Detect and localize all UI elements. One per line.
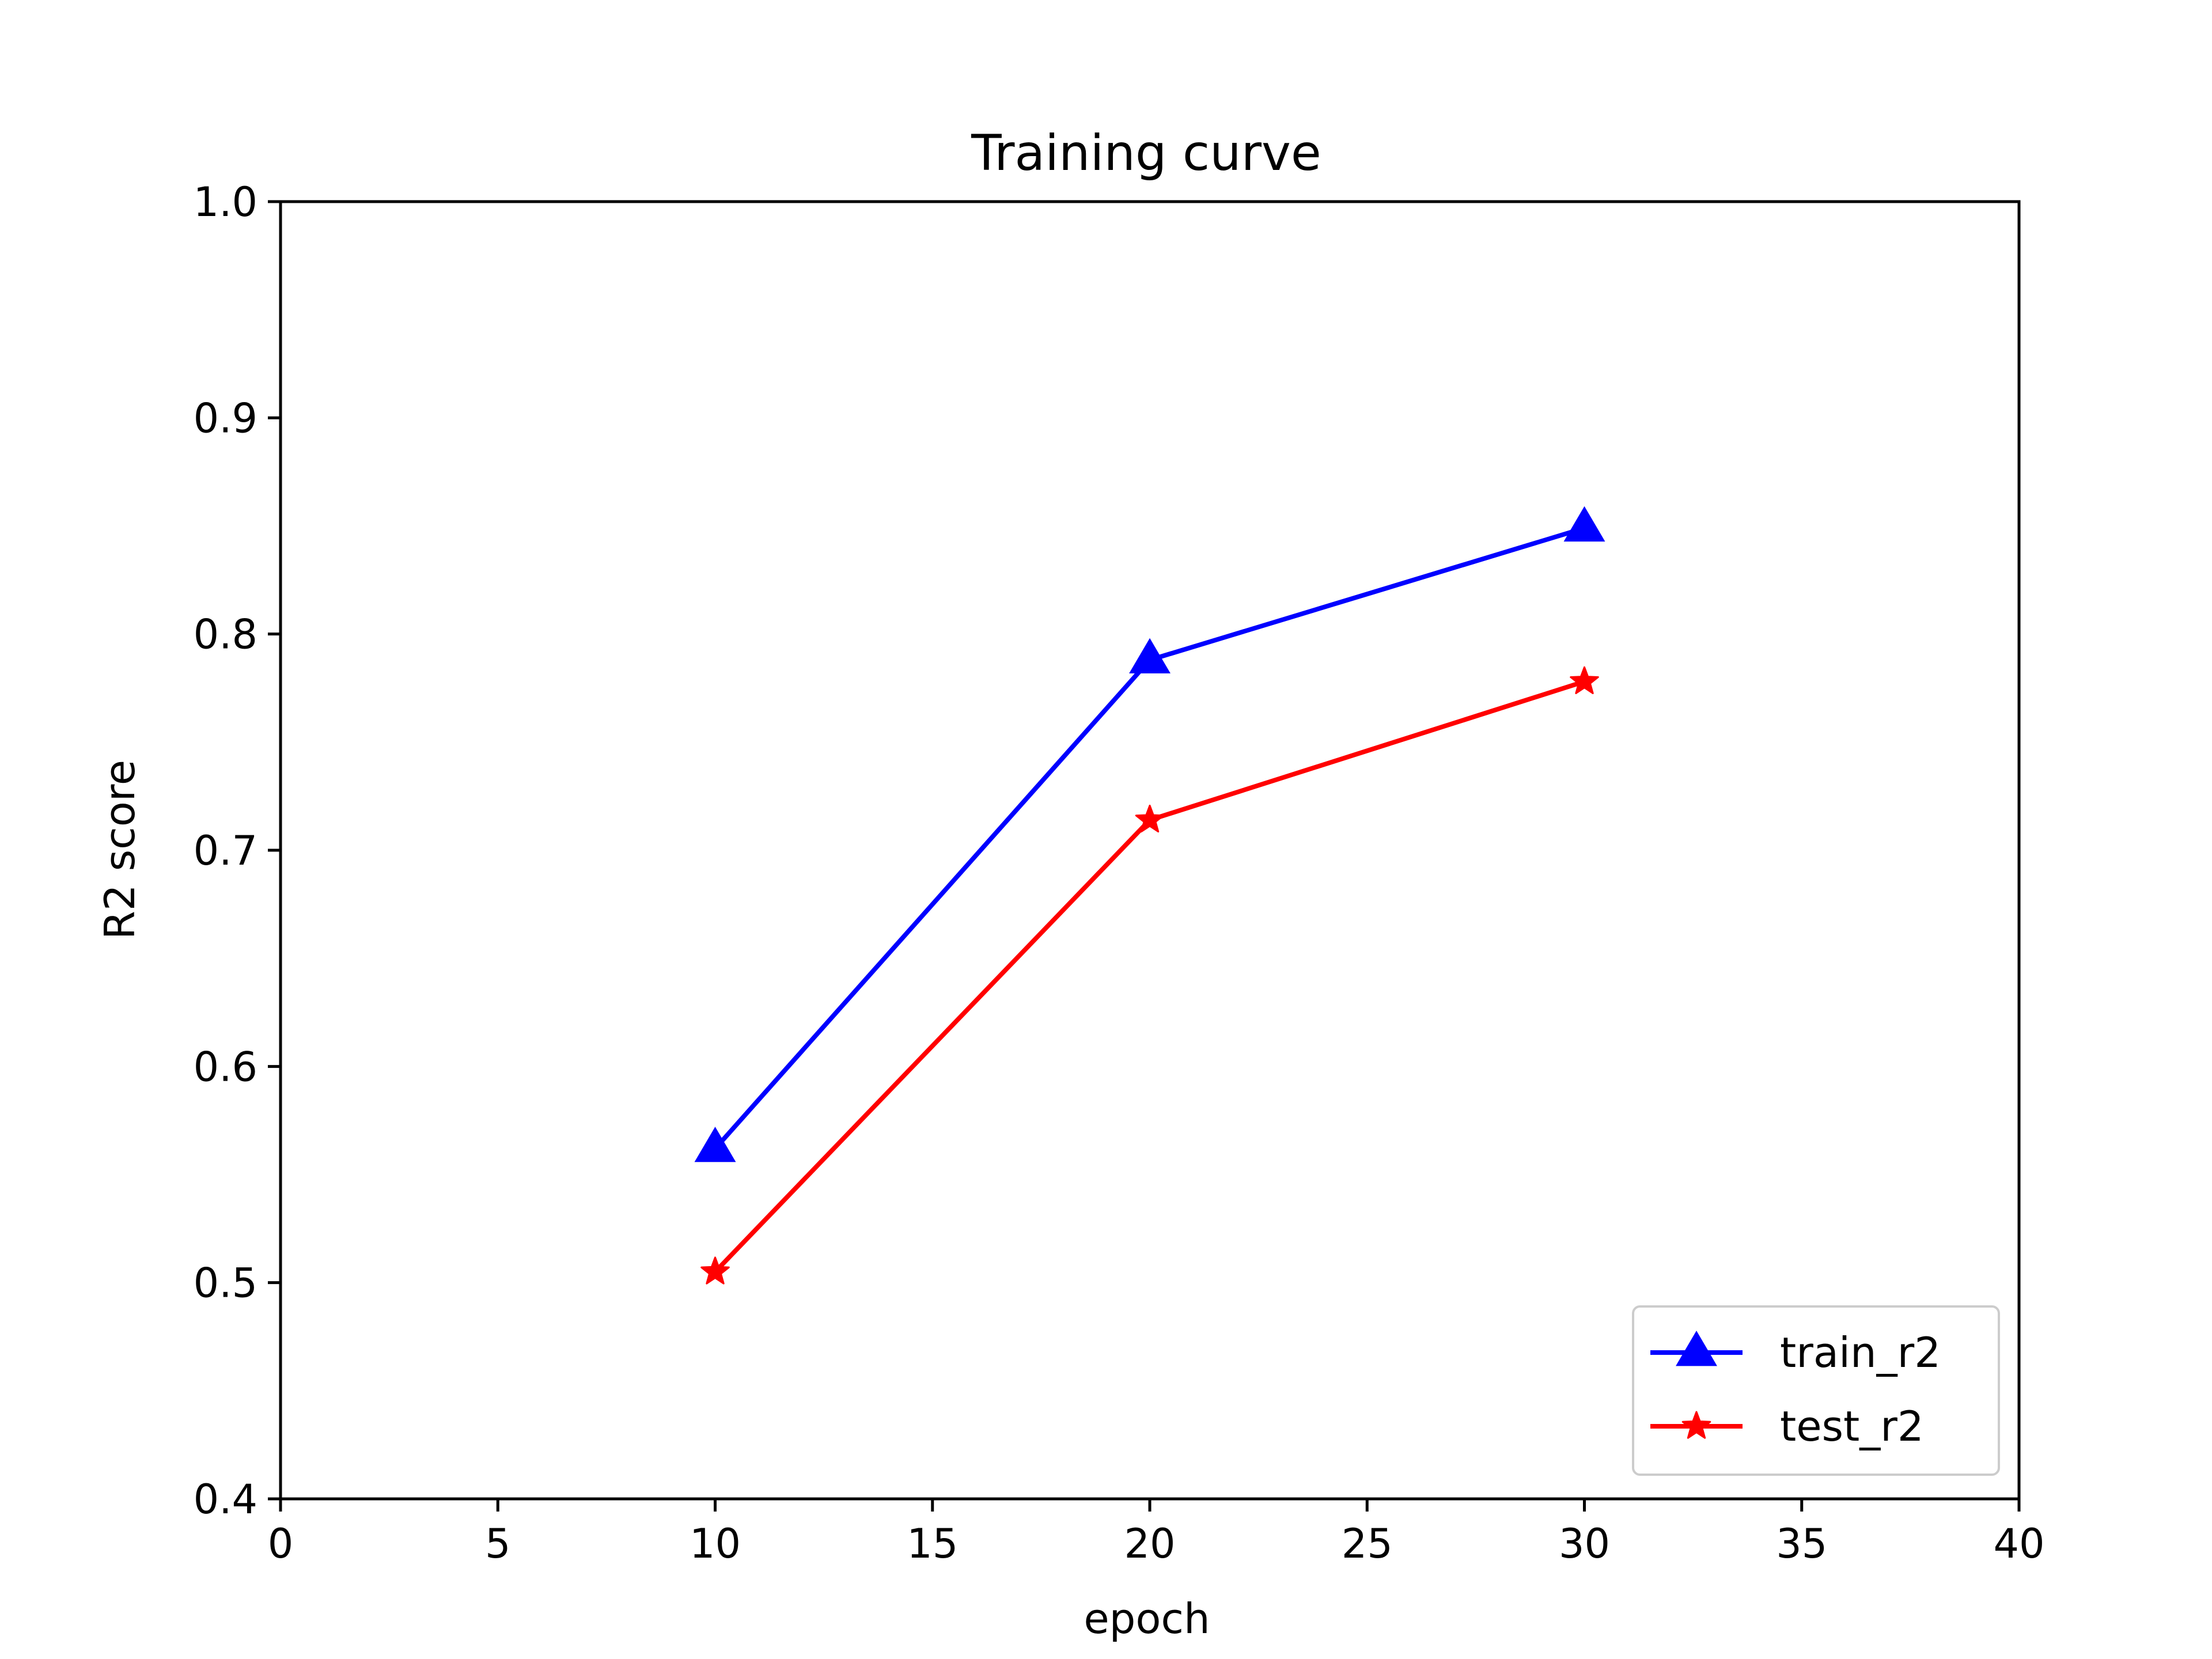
legend-marker: [1681, 1411, 1711, 1439]
x-tick-label: 30: [1559, 1520, 1610, 1567]
x-tick-label: 40: [1993, 1520, 2044, 1567]
series-train_r2: [694, 506, 1605, 1162]
x-tick-label: 5: [485, 1520, 511, 1567]
data-point: [1570, 666, 1599, 694]
data-point: [1135, 804, 1165, 833]
y-tick-label: 1.0: [194, 179, 257, 226]
y-axis-label: R2 score: [96, 760, 144, 940]
series-test_r2: [700, 666, 1599, 1285]
legend: train_r2 test_r2: [1632, 1305, 2000, 1476]
x-tick-label: 15: [907, 1520, 958, 1567]
data-point: [1563, 506, 1605, 542]
x-axis-label: epoch: [1084, 1594, 1210, 1643]
y-tick-label: 0.6: [194, 1043, 257, 1090]
legend-label: test_r2: [1780, 1402, 1924, 1450]
legend-entry: train_r2: [1650, 1328, 1941, 1377]
y-tick-label: 0.7: [194, 827, 257, 874]
x-tick-label: 10: [690, 1520, 741, 1567]
data-point: [1129, 638, 1171, 674]
x-axis: 0 5 10 15 20 25 30 35 40: [268, 1499, 2045, 1567]
y-tick-label: 0.9: [194, 395, 257, 442]
data-point: [700, 1256, 730, 1285]
legend-label: train_r2: [1780, 1328, 1941, 1377]
y-tick-label: 0.8: [194, 611, 257, 658]
x-tick-label: 35: [1776, 1520, 1827, 1567]
data-point: [694, 1126, 736, 1162]
x-tick-label: 25: [1342, 1520, 1393, 1567]
legend-entry: test_r2: [1650, 1402, 1924, 1450]
x-tick-label: 0: [268, 1520, 294, 1567]
series-group: [694, 506, 1605, 1285]
x-tick-label: 20: [1124, 1520, 1175, 1567]
legend-box: [1632, 1305, 2000, 1476]
y-axis: 0.4 0.5 0.6 0.7 0.8 0.9 1.0: [194, 179, 281, 1523]
y-tick-label: 0.5: [194, 1260, 257, 1307]
chart-title: Training curve: [971, 124, 1321, 182]
y-tick-label: 0.4: [194, 1476, 257, 1523]
legend-marker: [1676, 1331, 1717, 1366]
